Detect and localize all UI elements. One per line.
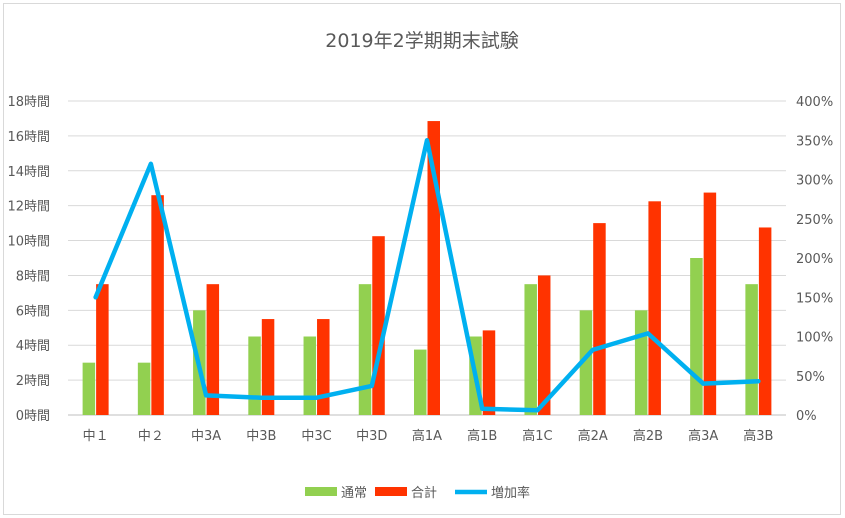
legend-label-通常: 通常 (341, 486, 367, 501)
y2-tick-label: 200% (796, 252, 833, 267)
y2-tick-label: 150% (796, 291, 833, 306)
y2-tick-label: 100% (796, 331, 833, 346)
bars (82, 121, 772, 416)
x-tick-label: 中２ (138, 429, 164, 444)
x-tick-label: 高1C (522, 428, 552, 444)
legend-swatch-合計 (375, 487, 407, 496)
x-tick-label: 高1A (412, 428, 442, 444)
x-tick-label: 中3A (191, 429, 221, 444)
y2-tick-label: 350% (796, 134, 833, 149)
y-tick-label: 14時間 (7, 165, 50, 180)
line-増加率 (93, 138, 761, 413)
x-tick-label: 中１ (83, 429, 109, 444)
bar-合計 (206, 284, 220, 415)
y2-tick-label: 400% (796, 95, 833, 110)
x-tick-label: 中3C (301, 429, 331, 444)
bar-通常 (137, 362, 151, 415)
bar-合計 (537, 275, 551, 415)
bar-合計 (372, 236, 385, 415)
bar-通常 (524, 284, 537, 415)
bar-通常 (82, 362, 96, 415)
bar-通常 (358, 284, 372, 415)
y2-tick-label: 300% (796, 174, 833, 189)
bar-合計 (703, 192, 717, 415)
x-tick-label: 高3A (688, 428, 718, 444)
bar-通常 (303, 336, 317, 415)
line-series (93, 138, 761, 413)
bar-通常 (579, 310, 593, 415)
chart-title: 2019年2学期期末試験 (325, 30, 518, 52)
y-tick-label: 16時間 (7, 130, 50, 145)
bar-通常 (690, 258, 703, 415)
legend-label-増加率: 増加率 (491, 485, 530, 501)
bar-通常 (745, 284, 758, 415)
bar-合計 (96, 284, 109, 415)
y2-tick-label: 0% (796, 409, 817, 424)
bar-合計 (648, 201, 661, 415)
legend-swatch-通常 (305, 487, 337, 496)
y-tick-label: 0時間 (16, 409, 50, 424)
y-tick-label: 10時間 (7, 235, 50, 250)
x-tick-label: 高3B (743, 428, 773, 444)
x-tick-label: 高2A (578, 428, 608, 444)
y-tick-label: 4時間 (16, 339, 50, 354)
x-tick-label: 高2B (633, 428, 663, 444)
x-tick-label: 中3D (356, 429, 387, 444)
y-tick-label: 8時間 (16, 269, 50, 284)
bar-合計 (758, 227, 772, 415)
y2-tick-label: 250% (796, 213, 833, 228)
y-tick-label: 6時間 (16, 304, 50, 319)
bar-通常 (634, 310, 648, 415)
y-tick-label: 2時間 (16, 374, 50, 389)
bar-合計 (317, 319, 330, 415)
x-tick-label: 高1B (467, 428, 497, 444)
x-axis: 中１ 中２ 中3A 中3B 中3C 中3D 高1A 高1B 高1C 高2A 高2B 高3A 高3B (83, 428, 774, 444)
x-tick-label: 中3B (246, 429, 276, 444)
y-axis-left: 0時間 2時間 4時間 6時間 8時間 10時間 12時間 14時間 16時間 18時間 (7, 95, 50, 424)
legend-label-合計: 合計 (411, 485, 437, 501)
bar-合計 (482, 330, 496, 415)
bar-合計 (593, 223, 606, 415)
y-tick-label: 18時間 (7, 95, 50, 110)
bar-合計 (261, 319, 275, 415)
bar-通常 (248, 336, 261, 415)
y-axis-right: 0% 50% 100% 150% 200% 250% 300% 350% 400% (796, 95, 833, 424)
bar-合計 (151, 195, 164, 415)
bar-通常 (414, 349, 427, 415)
y2-tick-label: 50% (796, 370, 825, 385)
gridlines (68, 100, 786, 416)
legend: 通常 合計 増加率 (305, 485, 530, 501)
y-tick-label: 12時間 (7, 200, 50, 215)
